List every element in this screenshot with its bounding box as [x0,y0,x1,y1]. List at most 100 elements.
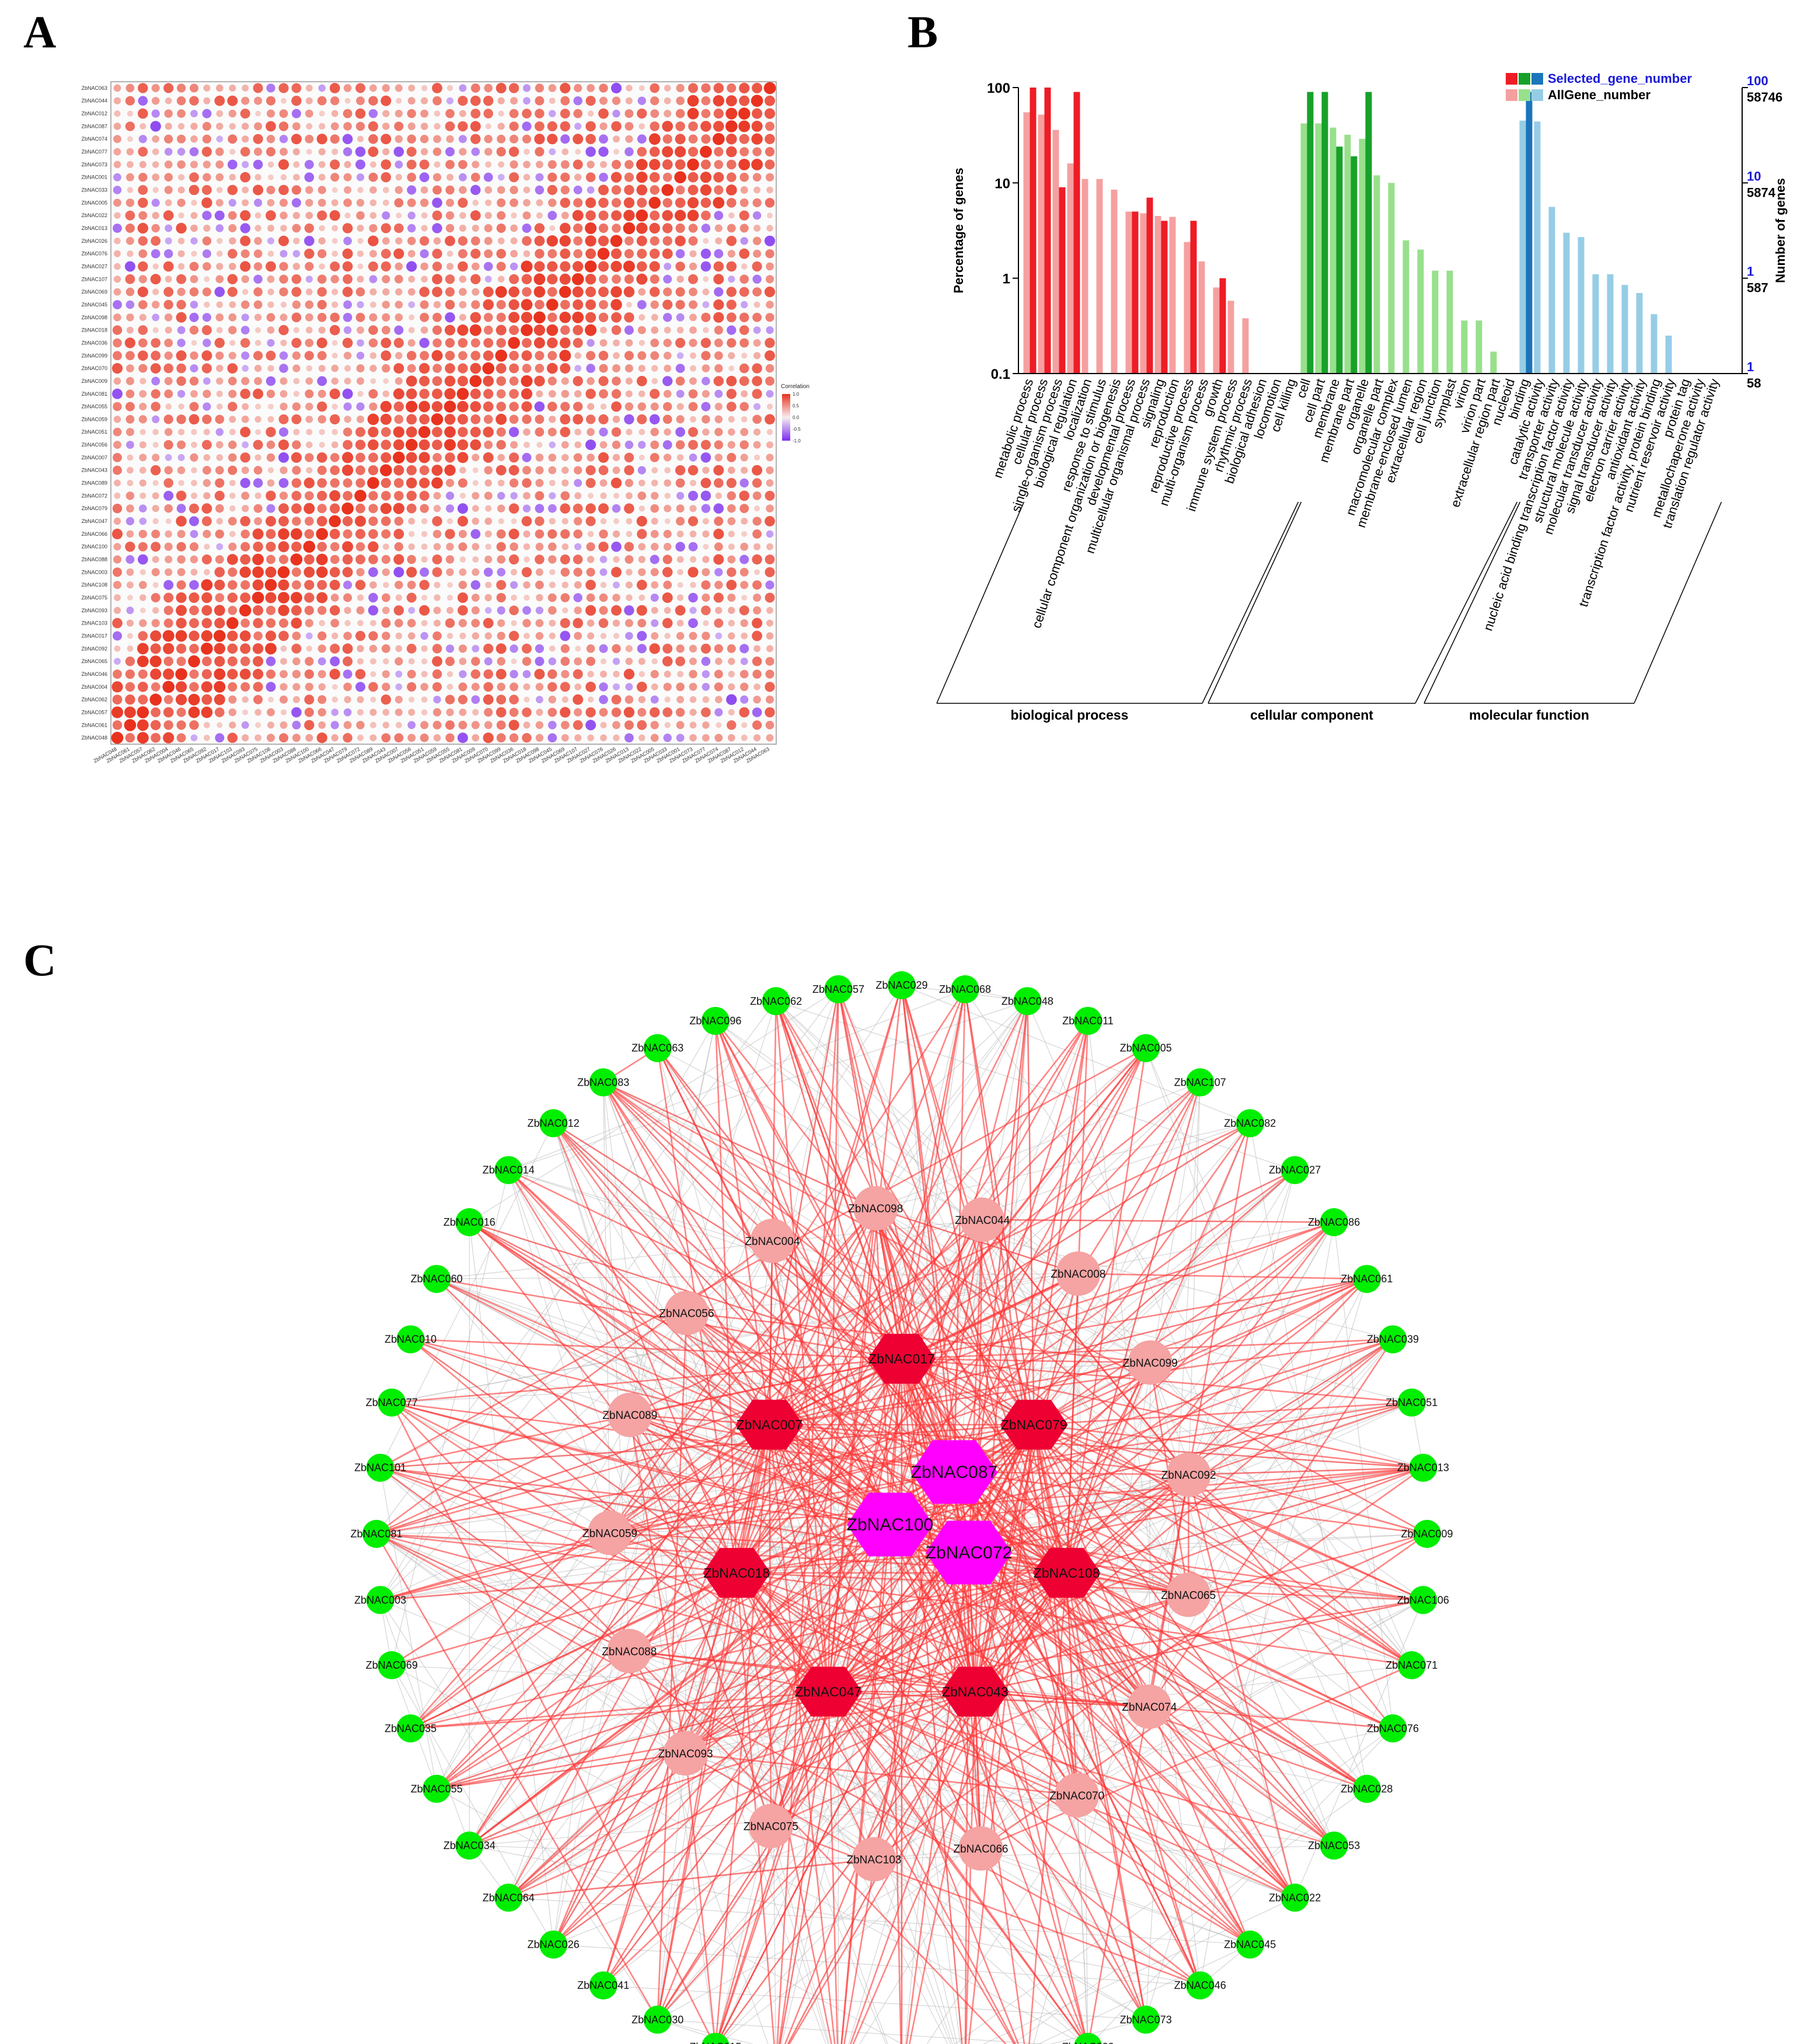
network-node: ZbNAC011 [1062,1007,1114,1035]
heatmap-cell [396,97,402,104]
heatmap-cell [304,249,315,259]
heatmap-cell [484,186,493,194]
heatmap-cell [559,235,571,247]
heatmap-cell [587,110,594,117]
heatmap-cell [751,120,763,132]
heatmap-cell [751,95,763,107]
heatmap-cell [675,197,686,208]
node-label: ZbNAC013 [1397,1462,1449,1474]
heatmap-cell [394,223,404,233]
node-label: ZbNAC062 [750,995,802,1007]
heatmap-cell [560,96,570,106]
heatmap-cell [484,148,493,156]
node-label: ZbNAC064 [483,1892,535,1903]
heatmap-cell [585,96,596,106]
heatmap-cell [612,159,621,169]
heatmap-cell [497,123,505,130]
heatmap-cell [485,199,492,207]
node-label: ZbNAC007 [736,1417,802,1432]
heatmap-cell [178,212,184,219]
heatmap-cell [484,236,493,245]
heatmap-cell [636,222,648,234]
node-label: ZbNAC070 [1049,1790,1104,1802]
heatmap-cell [497,134,506,144]
heatmap-cell [164,186,173,194]
heatmap-cell [522,121,532,131]
heatmap-cell [344,161,351,168]
heatmap-cell [177,186,185,194]
heatmap-cell [254,96,263,105]
heatmap-cell [700,184,711,196]
heatmap-cell [266,147,275,156]
heatmap-cell [190,110,198,118]
heatmap-cell [612,96,621,105]
heatmap-cell [573,198,583,208]
heatmap-cell [752,198,762,207]
heatmap-cell [229,123,236,130]
heatmap-cell [407,97,416,105]
heatmap-cell [458,197,468,208]
heatmap-cell [355,83,365,93]
heatmap-cell [137,222,148,234]
heatmap-cell [674,171,686,184]
heatmap-cell [458,96,468,106]
heatmap-cell [292,250,301,258]
heatmap-cell [610,235,623,247]
heatmap-cell [329,210,340,221]
heatmap-cell [280,174,287,181]
node-label: ZbNAC103 [847,1854,902,1867]
node-label: ZbNAC051 [1386,1397,1437,1408]
heatmap-cell [305,134,314,144]
heatmap-cell [216,123,224,130]
heatmap-cell [675,121,685,131]
heatmap-cell [242,186,249,194]
heatmap-cell [278,121,289,131]
heatmap-cell [138,211,148,220]
node-label: ZbNAC088 [602,1646,657,1658]
heatmap-cell [661,184,674,196]
heatmap-cell [547,160,557,169]
heatmap-cell [510,134,519,144]
heatmap-cell [138,197,148,208]
heatmap-cell [280,225,287,232]
heatmap-cell [152,187,159,193]
heatmap-cell [214,210,225,221]
heatmap-cell [623,210,635,221]
node-label: ZbNAC016 [444,1216,496,1228]
heatmap-cell [126,236,134,245]
heatmap-cell [152,173,160,182]
heatmap-cell [497,237,505,245]
heatmap-cell [688,147,698,157]
heatmap-cell [432,223,442,233]
heatmap-cell [523,173,531,181]
network-edge-strong [982,1219,1334,1223]
heatmap-cell [420,198,429,207]
heatmap-cell [318,237,326,245]
heatmap-cell [688,121,698,131]
node-label: ZbNAC030 [631,2014,683,2025]
heatmap-cell [407,198,416,207]
heatmap-cell [331,199,339,207]
heatmap-cell [201,147,212,157]
heatmap-cell [536,161,543,169]
heatmap-cell [612,224,621,233]
heatmap-cell [369,186,377,194]
heatmap-cell [216,84,224,92]
heatmap-cell [700,121,711,132]
heatmap-cell [445,224,455,233]
heatmap-cell [740,237,748,245]
heatmap-cell [332,238,338,244]
heatmap-cell [648,133,661,145]
heatmap-cell [382,200,389,206]
heatmap-cell [408,84,416,92]
heatmap-cell [381,249,391,259]
heatmap-cell [433,135,441,143]
node-label: ZbNAC046 [1174,1980,1226,1991]
heatmap-cell [355,159,365,170]
heatmap-cell [560,222,571,234]
heatmap-cell [242,161,249,168]
heatmap-cell [548,84,557,92]
heatmap-cell [573,134,584,145]
heatmap-cell [267,237,274,245]
heatmap-cell [662,236,672,246]
